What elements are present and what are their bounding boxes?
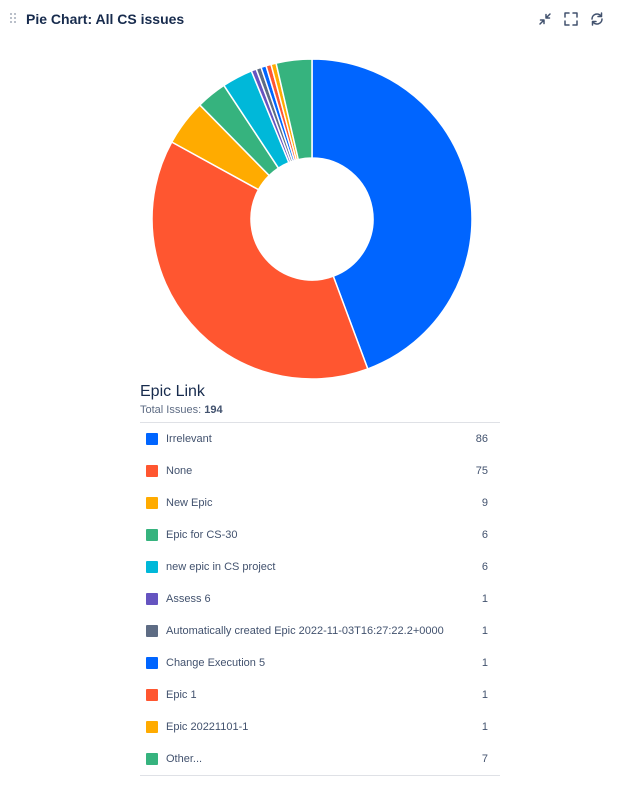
gadget-title: Pie Chart: All CS issues [26, 11, 185, 27]
legend-swatch [146, 561, 158, 573]
legend-swatch [146, 753, 158, 765]
legend-title: Epic Link [140, 383, 205, 400]
legend-swatch [146, 497, 158, 509]
pie-slice-10[interactable] [275, 58, 313, 161]
legend-label: Epic 1 [166, 689, 197, 701]
legend-row[interactable]: New Epic 9 [140, 487, 500, 519]
legend-label: Change Execution 5 [166, 657, 266, 669]
legend-swatch [146, 433, 158, 445]
legend-count: 1 [481, 721, 488, 733]
legend-count: 1 [481, 625, 488, 637]
legend-row[interactable]: Irrelevant 86 [140, 423, 500, 455]
minimize-icon [539, 13, 551, 25]
legend-row[interactable]: Automatically created Epic 2022-11-03T16… [140, 615, 500, 647]
legend-label: new epic in CS project [166, 561, 276, 573]
legend-row[interactable]: None 75 [140, 455, 500, 487]
legend-count: 1 [481, 657, 488, 669]
legend-swatch [146, 657, 158, 669]
gadget-header: Pie Chart: All CS issues [0, 0, 641, 38]
legend-label: New Epic [166, 497, 213, 509]
legend-row[interactable]: Epic 20221101-1 1 [140, 711, 500, 743]
legend-count: 7 [481, 753, 488, 765]
legend-label: Epic 20221101-1 [166, 721, 249, 733]
legend-swatch [146, 625, 158, 637]
chart-legend: Epic Link Total Issues: 194 Irrelevant 86… [140, 382, 500, 776]
legend-row[interactable]: Other... 7 [140, 743, 500, 775]
legend-swatch [146, 465, 158, 477]
legend-count: 75 [475, 465, 488, 477]
total-issues-value: 194 [204, 404, 223, 416]
legend-label: Automatically created Epic 2022-11-03T16… [166, 625, 444, 637]
refresh-button[interactable] [588, 10, 606, 28]
legend-count: 6 [481, 529, 488, 541]
pie-chart [0, 48, 641, 388]
legend-count: 6 [481, 561, 488, 573]
legend-label: Epic for CS-30 [166, 529, 238, 541]
legend-row[interactable]: new epic in CS project 6 [140, 551, 500, 583]
legend-count: 9 [481, 497, 488, 509]
legend-rows: Irrelevant 86 None 75 New Epic 9 Epic for CS-3… [140, 423, 500, 775]
legend-row[interactable]: Epic 1 1 [140, 679, 500, 711]
legend-divider-bottom [140, 775, 500, 776]
total-issues: Total Issues: 194 [140, 403, 500, 417]
legend-count: 1 [481, 689, 488, 701]
legend-label: None [166, 465, 193, 477]
legend-swatch [146, 529, 158, 541]
legend-row[interactable]: Epic for CS-30 6 [140, 519, 500, 551]
legend-swatch [146, 721, 158, 733]
legend-label: Assess 6 [166, 593, 211, 605]
minimize-button[interactable] [536, 10, 554, 28]
fullscreen-button[interactable] [562, 10, 580, 28]
legend-count: 86 [475, 433, 488, 445]
legend-label: Irrelevant [166, 433, 212, 445]
pie-chart-svg [151, 58, 473, 380]
legend-divider [140, 422, 500, 423]
legend-swatch [146, 689, 158, 701]
drag-handle-icon[interactable] [10, 13, 18, 25]
pie-slice-1[interactable] [151, 140, 369, 380]
total-issues-label: Total Issues: [140, 404, 202, 416]
legend-swatch [146, 593, 158, 605]
pie-slice-0[interactable] [311, 58, 473, 370]
refresh-icon [591, 12, 603, 26]
legend-count: 1 [481, 593, 488, 605]
legend-row[interactable]: Assess 6 1 [140, 583, 500, 615]
fullscreen-icon [564, 12, 578, 26]
legend-row[interactable]: Change Execution 5 1 [140, 647, 500, 679]
legend-label: Other... [166, 753, 203, 765]
